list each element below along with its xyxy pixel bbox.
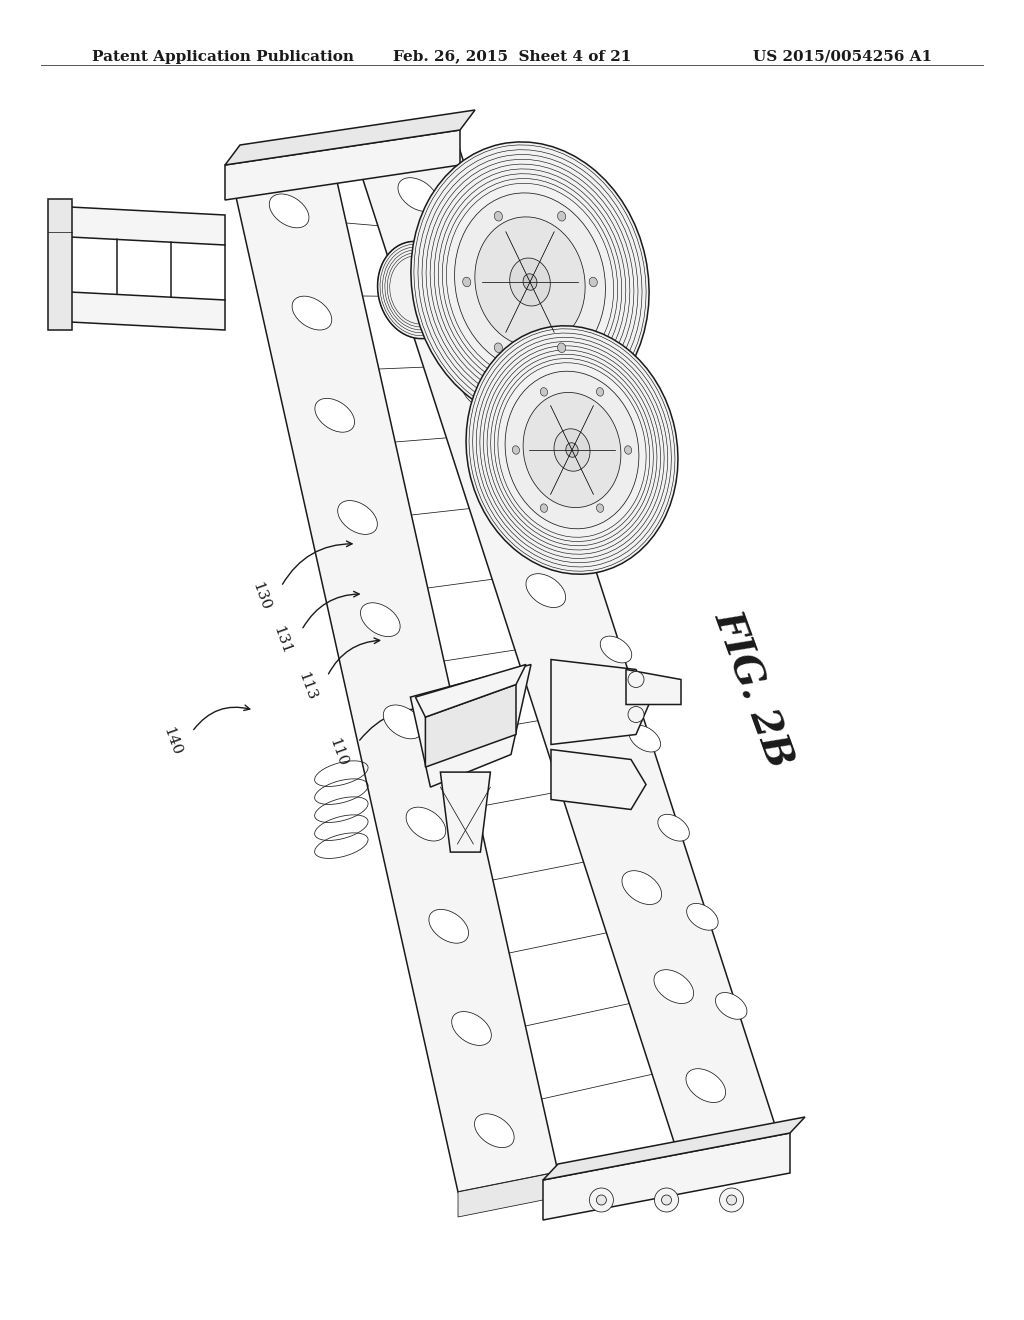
Polygon shape bbox=[416, 664, 526, 717]
Text: 130: 130 bbox=[250, 581, 272, 612]
Polygon shape bbox=[551, 750, 646, 809]
Polygon shape bbox=[626, 669, 681, 705]
Ellipse shape bbox=[523, 273, 537, 290]
Circle shape bbox=[596, 1195, 606, 1205]
Ellipse shape bbox=[429, 909, 469, 944]
Circle shape bbox=[654, 1188, 679, 1212]
Ellipse shape bbox=[526, 574, 565, 607]
Polygon shape bbox=[70, 292, 225, 330]
Polygon shape bbox=[355, 135, 775, 1144]
Polygon shape bbox=[230, 150, 558, 1192]
Circle shape bbox=[628, 706, 644, 722]
Ellipse shape bbox=[541, 504, 548, 512]
Ellipse shape bbox=[378, 242, 459, 339]
Ellipse shape bbox=[269, 194, 309, 228]
Ellipse shape bbox=[462, 376, 502, 409]
Text: 140: 140 bbox=[161, 726, 183, 758]
Ellipse shape bbox=[495, 211, 503, 220]
Ellipse shape bbox=[452, 1011, 492, 1045]
Polygon shape bbox=[70, 207, 225, 246]
Ellipse shape bbox=[558, 673, 598, 706]
Ellipse shape bbox=[541, 388, 548, 396]
Ellipse shape bbox=[657, 814, 689, 841]
Ellipse shape bbox=[510, 257, 550, 306]
Text: Feb. 26, 2015  Sheet 4 of 21: Feb. 26, 2015 Sheet 4 of 21 bbox=[393, 49, 631, 63]
Ellipse shape bbox=[292, 296, 332, 330]
Polygon shape bbox=[225, 129, 460, 201]
Ellipse shape bbox=[495, 343, 503, 352]
Ellipse shape bbox=[596, 388, 604, 396]
Ellipse shape bbox=[475, 216, 585, 347]
Text: FIG. 2B: FIG. 2B bbox=[707, 606, 799, 772]
Ellipse shape bbox=[512, 446, 519, 454]
Ellipse shape bbox=[589, 277, 597, 286]
Text: Patent Application Publication: Patent Application Publication bbox=[92, 49, 354, 63]
Ellipse shape bbox=[398, 178, 437, 211]
Polygon shape bbox=[675, 1125, 775, 1170]
Text: 110: 110 bbox=[327, 737, 349, 768]
Ellipse shape bbox=[474, 1114, 514, 1147]
Ellipse shape bbox=[654, 970, 693, 1003]
Ellipse shape bbox=[466, 326, 678, 574]
Ellipse shape bbox=[557, 343, 565, 352]
Circle shape bbox=[720, 1188, 743, 1212]
Polygon shape bbox=[440, 772, 490, 853]
Ellipse shape bbox=[596, 504, 604, 512]
Ellipse shape bbox=[455, 193, 605, 371]
Polygon shape bbox=[458, 1172, 558, 1217]
Ellipse shape bbox=[629, 725, 660, 752]
Ellipse shape bbox=[430, 277, 470, 310]
Text: US 2015/0054256 A1: US 2015/0054256 A1 bbox=[753, 49, 932, 63]
Polygon shape bbox=[225, 110, 475, 165]
Text: 113: 113 bbox=[296, 671, 318, 702]
Ellipse shape bbox=[622, 871, 662, 904]
Polygon shape bbox=[411, 664, 531, 787]
Ellipse shape bbox=[686, 1069, 726, 1102]
Polygon shape bbox=[48, 199, 72, 330]
Ellipse shape bbox=[338, 500, 378, 535]
Ellipse shape bbox=[494, 475, 534, 508]
Ellipse shape bbox=[360, 603, 400, 636]
Text: 131: 131 bbox=[270, 624, 293, 656]
Polygon shape bbox=[543, 1133, 790, 1220]
Ellipse shape bbox=[383, 705, 423, 739]
Ellipse shape bbox=[505, 371, 639, 529]
Ellipse shape bbox=[407, 807, 445, 841]
Circle shape bbox=[662, 1195, 672, 1205]
Ellipse shape bbox=[600, 636, 632, 663]
Ellipse shape bbox=[523, 392, 621, 508]
Ellipse shape bbox=[314, 399, 354, 432]
Ellipse shape bbox=[687, 903, 718, 931]
Ellipse shape bbox=[716, 993, 746, 1019]
Ellipse shape bbox=[463, 277, 471, 286]
Polygon shape bbox=[425, 685, 516, 767]
Ellipse shape bbox=[557, 211, 565, 220]
Polygon shape bbox=[543, 1117, 805, 1180]
Circle shape bbox=[590, 1188, 613, 1212]
Ellipse shape bbox=[625, 446, 632, 454]
Ellipse shape bbox=[554, 429, 590, 471]
Circle shape bbox=[628, 672, 644, 688]
Circle shape bbox=[727, 1195, 736, 1205]
Ellipse shape bbox=[590, 772, 630, 805]
Ellipse shape bbox=[411, 143, 649, 422]
Polygon shape bbox=[551, 660, 651, 744]
Ellipse shape bbox=[566, 442, 579, 457]
